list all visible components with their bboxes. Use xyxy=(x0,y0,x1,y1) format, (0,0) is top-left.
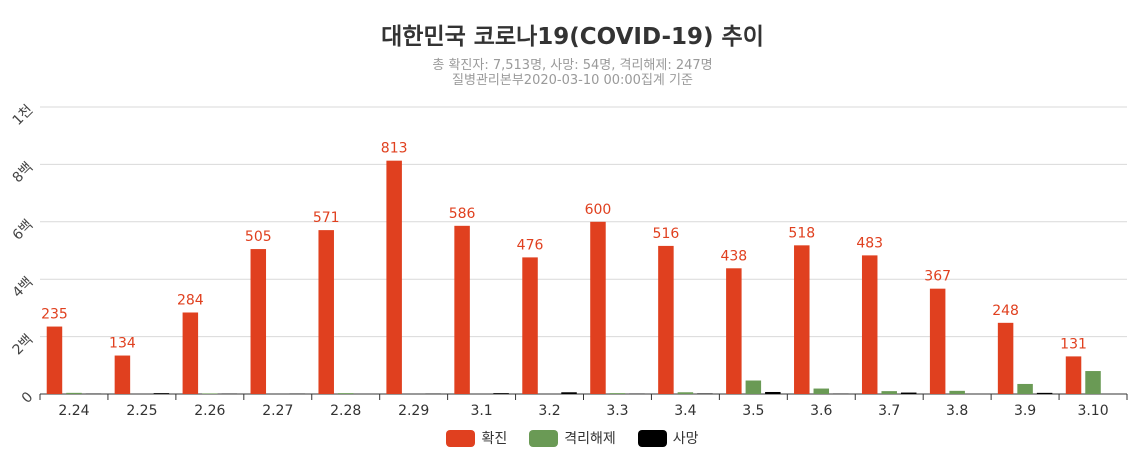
bar-confirmed xyxy=(1065,356,1082,394)
bar-confirmed xyxy=(590,221,606,394)
bar-confirmed xyxy=(250,249,267,394)
bar-released xyxy=(66,392,82,394)
bar-confirmed xyxy=(861,255,878,394)
legend-swatch-confirmed xyxy=(446,429,476,447)
bar-confirmed xyxy=(522,257,538,394)
bar-deaths xyxy=(765,391,781,394)
bar-deaths xyxy=(697,393,713,394)
x-tick-label: 3.9 xyxy=(1014,403,1036,419)
bar-deaths xyxy=(493,393,509,394)
data-label-confirmed: 483 xyxy=(856,235,883,251)
bar-released xyxy=(745,380,762,394)
x-tick-label: 3.1 xyxy=(470,403,492,419)
x-tick-label: 3.6 xyxy=(810,403,832,419)
legend-item-released[interactable]: 격리해제 xyxy=(529,428,616,448)
data-label-confirmed: 516 xyxy=(653,226,680,242)
bar-confirmed xyxy=(794,245,810,394)
y-tick-label: 6백 xyxy=(10,217,37,244)
legend-label-released: 격리해제 xyxy=(564,431,616,447)
x-tick-label: 3.10 xyxy=(1077,403,1108,419)
bar-deaths xyxy=(561,392,577,394)
x-tick-label: 2.29 xyxy=(398,403,429,419)
chart-subtitle-line-1: 총 확진자: 7,513명, 사망: 54명, 격리해제: 247명 xyxy=(432,58,713,73)
bar-deaths xyxy=(1036,392,1053,394)
data-label-confirmed: 600 xyxy=(585,202,612,218)
chart-subtitle-line-2: 질병관리본부2020-03-10 00:00집계 기준 xyxy=(452,73,693,88)
bar-confirmed xyxy=(386,160,402,394)
bar-confirmed xyxy=(929,288,946,394)
x-tick-label: 3.3 xyxy=(606,403,628,419)
legend-label-deaths: 사망 xyxy=(672,431,699,447)
data-label-confirmed: 438 xyxy=(720,248,747,264)
y-tick-label: 8백 xyxy=(10,159,37,186)
x-tick-label: 2.25 xyxy=(126,403,157,419)
data-label-confirmed: 505 xyxy=(245,229,272,245)
legend-item-deaths[interactable]: 사망 xyxy=(637,428,699,448)
x-tick-label: 2.24 xyxy=(58,403,89,419)
legend-swatch-deaths xyxy=(637,429,667,447)
data-label-confirmed: 131 xyxy=(1060,336,1087,352)
bar-confirmed xyxy=(182,312,199,394)
bar-released xyxy=(949,390,965,394)
chart-legend: 확진 격리해제 사망 xyxy=(0,428,1145,448)
bar-deaths xyxy=(153,393,170,394)
bar-released xyxy=(609,393,626,394)
data-label-confirmed: 235 xyxy=(41,307,68,323)
data-label-confirmed: 571 xyxy=(313,210,340,226)
x-tick-label: 2.26 xyxy=(194,403,225,419)
bar-released xyxy=(337,393,354,394)
x-tick-label: 3.7 xyxy=(878,403,900,419)
bar-deaths xyxy=(900,392,917,394)
bar-confirmed xyxy=(114,355,131,394)
bar-confirmed xyxy=(318,230,334,394)
bar-released xyxy=(677,392,694,394)
chart-title: 대한민국 코로나19(COVID-19) 추이 xyxy=(381,24,764,50)
data-label-confirmed: 248 xyxy=(992,303,1019,319)
legend-label-confirmed: 확진 xyxy=(481,431,508,447)
bar-released xyxy=(202,393,218,394)
y-tick-label: 0 xyxy=(19,389,37,407)
data-label-confirmed: 518 xyxy=(788,225,815,241)
y-tick-label: 1천 xyxy=(10,102,37,129)
x-tick-label: 3.4 xyxy=(674,403,696,419)
bar-confirmed xyxy=(454,225,470,394)
legend-item-confirmed[interactable]: 확진 xyxy=(446,428,507,448)
data-label-confirmed: 284 xyxy=(177,292,204,308)
bar-confirmed xyxy=(46,326,63,394)
bar-confirmed xyxy=(726,268,742,394)
data-label-confirmed: 367 xyxy=(924,269,951,285)
data-label-confirmed: 476 xyxy=(517,237,544,253)
data-label-confirmed: 134 xyxy=(109,336,136,352)
bar-released xyxy=(881,391,897,394)
bar-released xyxy=(1085,371,1101,394)
x-tick-label: 3.5 xyxy=(742,403,764,419)
bar-released xyxy=(1017,383,1033,394)
bar-confirmed xyxy=(997,322,1014,394)
legend-swatch-released xyxy=(529,429,559,447)
data-label-confirmed: 813 xyxy=(381,141,408,157)
x-tick-label: 2.27 xyxy=(262,403,293,419)
bar-released xyxy=(813,388,830,394)
data-label-confirmed: 586 xyxy=(449,206,476,222)
x-tick-label: 3.2 xyxy=(538,403,560,419)
x-tick-label: 3.8 xyxy=(946,403,968,419)
bar-confirmed xyxy=(658,245,674,394)
y-tick-label: 2백 xyxy=(10,332,37,359)
x-tick-label: 2.28 xyxy=(330,403,361,419)
y-tick-label: 4백 xyxy=(10,274,37,301)
